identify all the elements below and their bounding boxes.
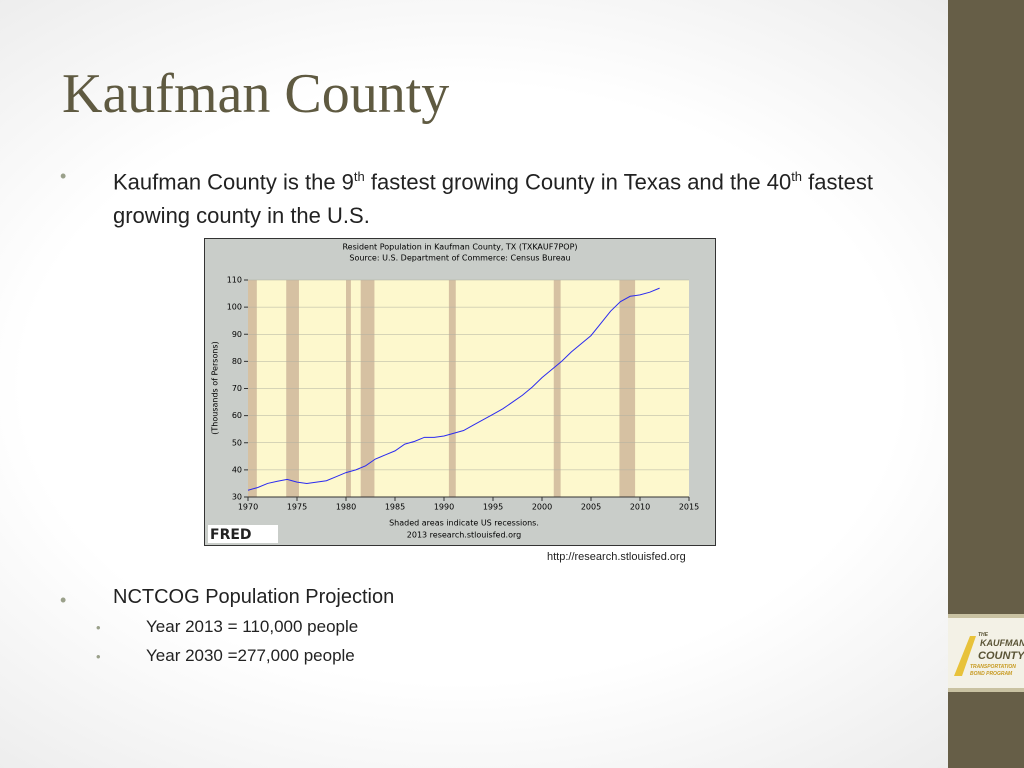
superscript: th (791, 169, 803, 184)
x-tick-label: 1980 (336, 503, 356, 512)
text: Kaufman County is the 9 (113, 169, 354, 195)
x-tick-label: 1970 (238, 503, 258, 512)
logo-text: COUNTY (978, 650, 1024, 662)
y-tick-label: 70 (232, 384, 242, 393)
superscript: th (353, 169, 365, 184)
bullet: • (96, 620, 101, 635)
x-tick-label: 1985 (385, 503, 405, 512)
y-tick-label: 100 (227, 303, 242, 312)
text: fastest growing county in the U.S. (113, 169, 873, 229)
y-tick-label: 40 (232, 465, 242, 474)
y-tick-label: 50 (232, 438, 242, 447)
logo-mark (954, 636, 976, 676)
x-tick-label: 2005 (581, 503, 601, 512)
y-tick-label: 110 (227, 276, 242, 285)
y-axis-label: (Thousands of Persons) (211, 341, 220, 434)
brand: FRED (210, 527, 252, 543)
chart-credit: 2013 research.stlouisfed.org (407, 531, 521, 540)
brand-box (208, 525, 278, 543)
data-line (247, 287, 660, 491)
chart-note: Shaded areas indicate US recessions. (389, 519, 539, 528)
chart-subtitle: Source: U.S. Department of Commerce: Cen… (349, 254, 570, 263)
logo-text: THE (978, 632, 988, 638)
chart: Resident Population in Kaufman County, T… (204, 238, 716, 546)
x-tick-label: 1975 (287, 503, 307, 512)
x-tick-label: 1995 (483, 503, 503, 512)
bullet: • (96, 649, 101, 664)
bullet: • (60, 166, 67, 186)
logo-text: KAUFMAN (980, 638, 1024, 648)
x-tick-label: 1990 (434, 503, 454, 512)
logo-text: BOND PROGRAM (970, 671, 1013, 677)
y-tick-label: 60 (232, 411, 242, 420)
y-tick-label: 80 (232, 357, 242, 366)
x-tick-label: 2000 (532, 503, 552, 512)
y-tick-label: 90 (232, 330, 242, 339)
bullet-text: Year 2013 = 110,000 people (146, 617, 359, 636)
logo-text: TRANSPORTATION (970, 664, 1016, 670)
source-link: http://research.stlouisfed.org (547, 551, 686, 563)
bullet-text: NCTCOG Population Projection (113, 586, 395, 608)
text: fastest growing County in Texas and the … (364, 169, 792, 195)
slide-title: Kaufman County (62, 63, 450, 125)
chart-title: Resident Population in Kaufman County, T… (342, 243, 577, 252)
x-tick-label: 2015 (679, 503, 699, 512)
y-tick-label: 30 (232, 493, 242, 502)
logo: THE KAUFMAN COUNTY TRANSPORTATION BOND P… (948, 614, 1024, 692)
x-tick-label: 2010 (630, 503, 650, 512)
bullet: • (60, 590, 67, 610)
bullet-text: Kaufman County is the 9th fastest growin… (113, 160, 903, 233)
bullet-text: Year 2030 =277,000 people (146, 646, 355, 665)
